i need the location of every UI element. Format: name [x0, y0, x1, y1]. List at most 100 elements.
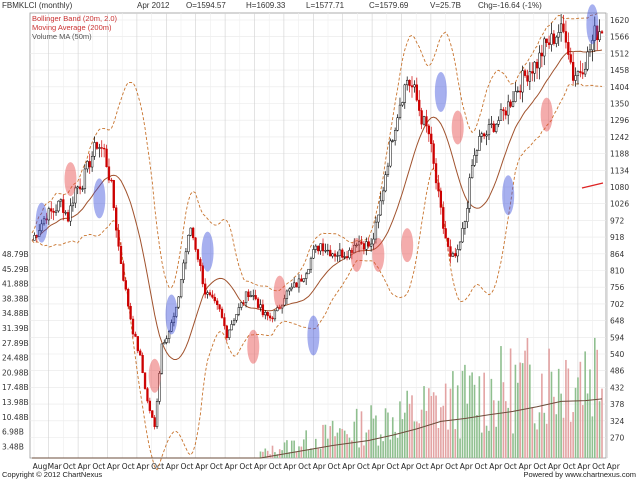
volume-bar	[324, 424, 327, 458]
volume-bar	[396, 437, 399, 458]
volume-bar	[557, 368, 560, 458]
x-tick-label: Oct	[181, 462, 194, 471]
candle-body	[391, 140, 394, 142]
candle-body	[216, 300, 219, 306]
candle-body	[249, 295, 253, 298]
volume-bar	[572, 412, 574, 458]
volume-bar	[533, 423, 536, 458]
highlight-marker	[64, 162, 77, 197]
candle-body	[519, 90, 522, 93]
volume-bar	[550, 371, 553, 458]
candle-body	[271, 317, 274, 320]
volume-bar	[348, 437, 351, 458]
price-tick-label: 378	[610, 400, 625, 409]
candle-body	[93, 142, 96, 157]
candle-body	[177, 296, 180, 308]
candle-body	[410, 85, 414, 88]
volume-bar	[391, 417, 394, 458]
volume-bar	[411, 395, 413, 458]
highlight-marker	[451, 110, 464, 145]
highlight-marker	[372, 237, 385, 272]
legend-moving-average: Moving Average (200m)	[32, 23, 112, 32]
candle-body	[66, 212, 70, 222]
candle-body	[396, 117, 399, 131]
volume-bar	[569, 421, 572, 458]
volume-bar	[490, 378, 493, 458]
candle-body	[300, 278, 303, 282]
candle-body	[288, 288, 291, 292]
volume-bar	[322, 424, 324, 458]
volume-bar	[502, 382, 505, 458]
candle-body	[235, 314, 238, 321]
x-tick-label: Apr	[166, 462, 180, 471]
candle-body	[242, 302, 245, 304]
candle-body	[408, 79, 411, 86]
candle-body	[165, 338, 168, 343]
candle-body	[456, 249, 459, 257]
candle-body	[199, 259, 202, 266]
candle-body	[78, 186, 82, 190]
candle-body	[35, 235, 38, 237]
highlight-marker	[148, 358, 161, 393]
x-tick-label: Oct	[445, 462, 458, 471]
volume-bar	[464, 364, 466, 458]
x-tick-label: Apr	[195, 462, 209, 471]
candle-body	[588, 49, 592, 53]
volume-bar	[598, 401, 601, 458]
candle-body	[204, 283, 207, 295]
price-tick-label: 864	[610, 250, 625, 259]
candle-body	[317, 245, 320, 252]
footer-powered: Powered by www.chartnexus.com	[523, 470, 636, 479]
candle-body	[98, 147, 101, 149]
candle-body	[266, 312, 269, 317]
volume-bar	[574, 387, 577, 458]
candle-body	[136, 336, 139, 352]
candle-body	[143, 372, 147, 389]
candle-body	[398, 104, 402, 119]
volume-bar	[517, 382, 519, 458]
candle-body	[81, 188, 84, 190]
candle-body	[338, 249, 341, 256]
volume-bar	[565, 359, 567, 458]
candle-body	[564, 31, 568, 43]
volume-bar	[459, 438, 461, 458]
candle-body	[259, 304, 262, 308]
candle-body	[196, 249, 200, 260]
candle-body	[134, 333, 137, 337]
x-tick-label: Apr	[254, 462, 268, 471]
price-tick-label: 1188	[610, 150, 629, 159]
candle-body	[276, 307, 279, 312]
x-tick-label: Apr	[430, 462, 444, 471]
highlight-marker	[350, 237, 363, 272]
trend-annotation	[581, 182, 604, 189]
candle-body	[329, 249, 332, 257]
volume-bar	[428, 388, 430, 458]
candle-body	[593, 25, 596, 41]
x-tick-label: Apr	[107, 462, 121, 471]
volume-bar	[416, 421, 418, 458]
volume-bar	[447, 429, 449, 458]
volume-bar	[403, 412, 406, 458]
candle-body	[110, 179, 113, 182]
candle-body	[357, 241, 361, 246]
candle-body	[348, 249, 351, 259]
candle-body	[555, 36, 558, 44]
candle-body	[261, 304, 265, 316]
candle-body	[223, 317, 226, 327]
x-tick-label: Oct	[416, 462, 429, 471]
candle-body	[533, 61, 536, 74]
candle-body	[562, 23, 565, 32]
x-tick-label: Oct	[269, 462, 282, 471]
candle-body	[122, 263, 125, 281]
x-tick-label: Oct	[63, 462, 76, 471]
candle-body	[264, 312, 267, 316]
volume-tick-label: 45.29B	[2, 265, 29, 274]
candle-body	[38, 230, 41, 237]
candle-body	[511, 101, 515, 107]
highlight-marker	[502, 175, 515, 216]
highlight-marker	[434, 72, 447, 113]
candle-body	[550, 33, 553, 45]
candle-body	[369, 243, 373, 247]
candle-body	[293, 282, 296, 288]
candle-body	[333, 253, 337, 257]
